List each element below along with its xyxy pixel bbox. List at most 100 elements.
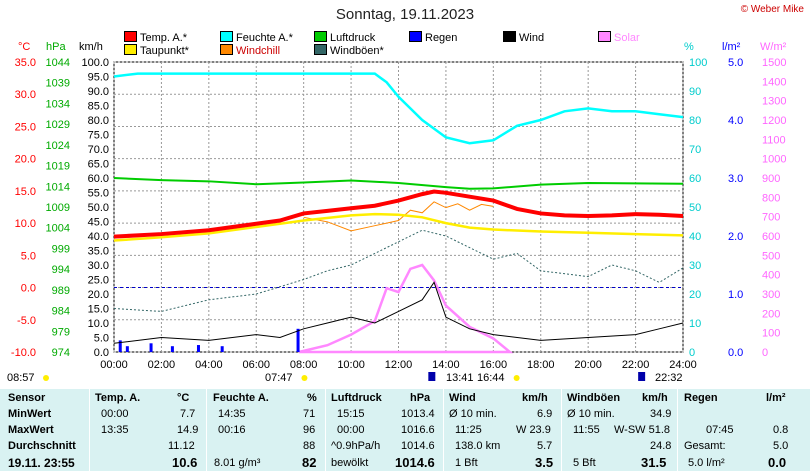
wind-tick-label: 95.0 (88, 72, 109, 84)
row-label-current: 19.11. 23:55 (8, 456, 75, 470)
temp-tick-label: 25.0 (15, 121, 36, 133)
series-line-taupunkt (113, 212, 684, 242)
time-tick-label: 02:00 (148, 359, 176, 371)
legend-humidity: Feuchte A.* (220, 31, 293, 44)
solar-axis-unit: W/m² (760, 41, 787, 53)
gust-min: 34.9 (650, 408, 672, 420)
wind-tick-label: 25.0 (88, 275, 109, 287)
stats-divider (443, 389, 444, 471)
pressure-tick-label: 1029 (46, 119, 70, 131)
row-label-sensor: Sensor (8, 392, 46, 404)
pressure-tick-label: 979 (52, 326, 70, 338)
copyright-text: © Weber Mike (740, 4, 804, 15)
solar-tick-label: 1300 (762, 96, 786, 108)
temp-max-time: 13:35 (101, 424, 129, 436)
humidity-tick-label: 50 (689, 202, 701, 214)
legend-swatch-temp (124, 31, 137, 42)
humidity-tick-label: 90 (689, 86, 701, 98)
temp-min: 7.7 (180, 408, 196, 420)
wind-tick-label: 60.0 (88, 173, 109, 185)
humidity-max: 96 (303, 424, 316, 436)
pressure-tick-label: 994 (52, 264, 70, 276)
temp-max: 14.9 (177, 424, 199, 436)
pressure-tick-label: 1039 (46, 78, 70, 90)
time-tick-label: 12:00 (385, 359, 413, 371)
rain-tick-label: 2.0 (728, 231, 743, 243)
legend-swatch-dewpoint (124, 44, 137, 55)
rain-total: 5.0 (773, 440, 789, 452)
wind-avg: 5.7 (537, 440, 553, 452)
wind-tick-label: 0.0 (94, 347, 109, 359)
rain-bar (196, 345, 200, 352)
solar-tick-label: 0 (762, 347, 768, 359)
solar-tick-label: 400 (762, 270, 780, 282)
temp-header: Temp. A. (95, 392, 141, 404)
humidity-abs: 8.01 g/m³ (214, 457, 261, 469)
solar-line (298, 263, 514, 354)
rain-header: Regen (684, 392, 718, 404)
temp-current: 10.6 (172, 455, 198, 470)
rain-bar (220, 346, 224, 352)
legend-swatch-solar (598, 31, 611, 42)
solar-tick-label: 600 (762, 231, 780, 243)
left-time-label: 08:57 (7, 372, 35, 384)
legend-swatch-wind (503, 31, 516, 42)
series-line-wind (113, 281, 684, 344)
wind-tick-label: 75.0 (88, 130, 109, 142)
solar-tick-label: 800 (762, 192, 780, 204)
sunrise-label: 07:47 (265, 372, 293, 384)
pressure-tick-label: 999 (52, 243, 70, 255)
solar-tick-label: 1500 (762, 57, 786, 69)
wind-tick-label: 80.0 (88, 115, 109, 127)
series-line-feuchtea (113, 72, 684, 145)
row-label-avg: Durchschnitt (8, 440, 76, 452)
legend-rain: Regen (409, 31, 457, 44)
wind-tick-label: 40.0 (88, 231, 109, 243)
temp-tick-label: 15.0 (15, 186, 36, 198)
temp-min-time: 00:00 (101, 408, 129, 420)
solar-tick-label: 100 (762, 328, 780, 340)
legend-label-windchill: Windchill (236, 45, 281, 57)
gust-max-time: 11:55 (573, 424, 600, 436)
time-tick-label: 24:00 (669, 359, 697, 371)
time-tick-label: 00:00 (100, 359, 128, 371)
rain-bar (125, 346, 129, 352)
legend-label-pressure: Luftdruck (330, 32, 376, 44)
stats-divider (325, 389, 326, 471)
wind-tick-label: 70.0 (88, 144, 109, 156)
series-line-tempa (113, 189, 684, 239)
row-label-max: MaxWert (8, 424, 54, 436)
temp-tick-label: -10.0 (11, 347, 36, 359)
temp-avg: 11.12 (168, 440, 195, 452)
wind-distance: 138.0 km (455, 440, 501, 452)
rain-unit: l/m² (766, 392, 786, 404)
stats-divider (677, 389, 678, 471)
temp-tick-label: 5.0 (21, 250, 36, 262)
stats-table (0, 389, 810, 471)
pressure-tick-label: 1034 (46, 98, 70, 110)
humidity-current: 82 (302, 455, 317, 470)
temp-tick-label: 0.0 (21, 283, 36, 295)
humidity-tick-label: 10 (689, 318, 701, 330)
pressure-trend: ^0.9hPa/h (331, 440, 381, 452)
humidity-max-time: 00:16 (218, 424, 246, 436)
humidity-tick-label: 80 (689, 115, 701, 127)
sunrise-marker (301, 375, 308, 381)
wind-current: 3.5 (535, 455, 554, 470)
sunset-marker (513, 375, 520, 381)
wind-header: Wind (449, 392, 476, 404)
humidity-min: 71 (303, 408, 316, 420)
pressure-current: 1014.6 (395, 455, 435, 470)
rain-bar (118, 340, 122, 352)
sunset-label: 16:44 (477, 372, 505, 384)
wind-tick-label: 45.0 (88, 217, 109, 229)
humidity-tick-label: 30 (689, 260, 701, 272)
moon2-label: 22:32 (655, 372, 683, 384)
humidity-min-time: 14:35 (218, 408, 246, 420)
solar-tick-label: 200 (762, 308, 780, 320)
time-tick-label: 08:00 (290, 359, 318, 371)
pressure-tick-label: 1044 (46, 57, 70, 69)
weather-chart: 35.0 30.0 25.0 20.0 15.0 10.0 5.0 0.0 -5.0 -10.0 1… (11, 57, 786, 381)
wind-tick-label: 100.0 (81, 57, 109, 69)
